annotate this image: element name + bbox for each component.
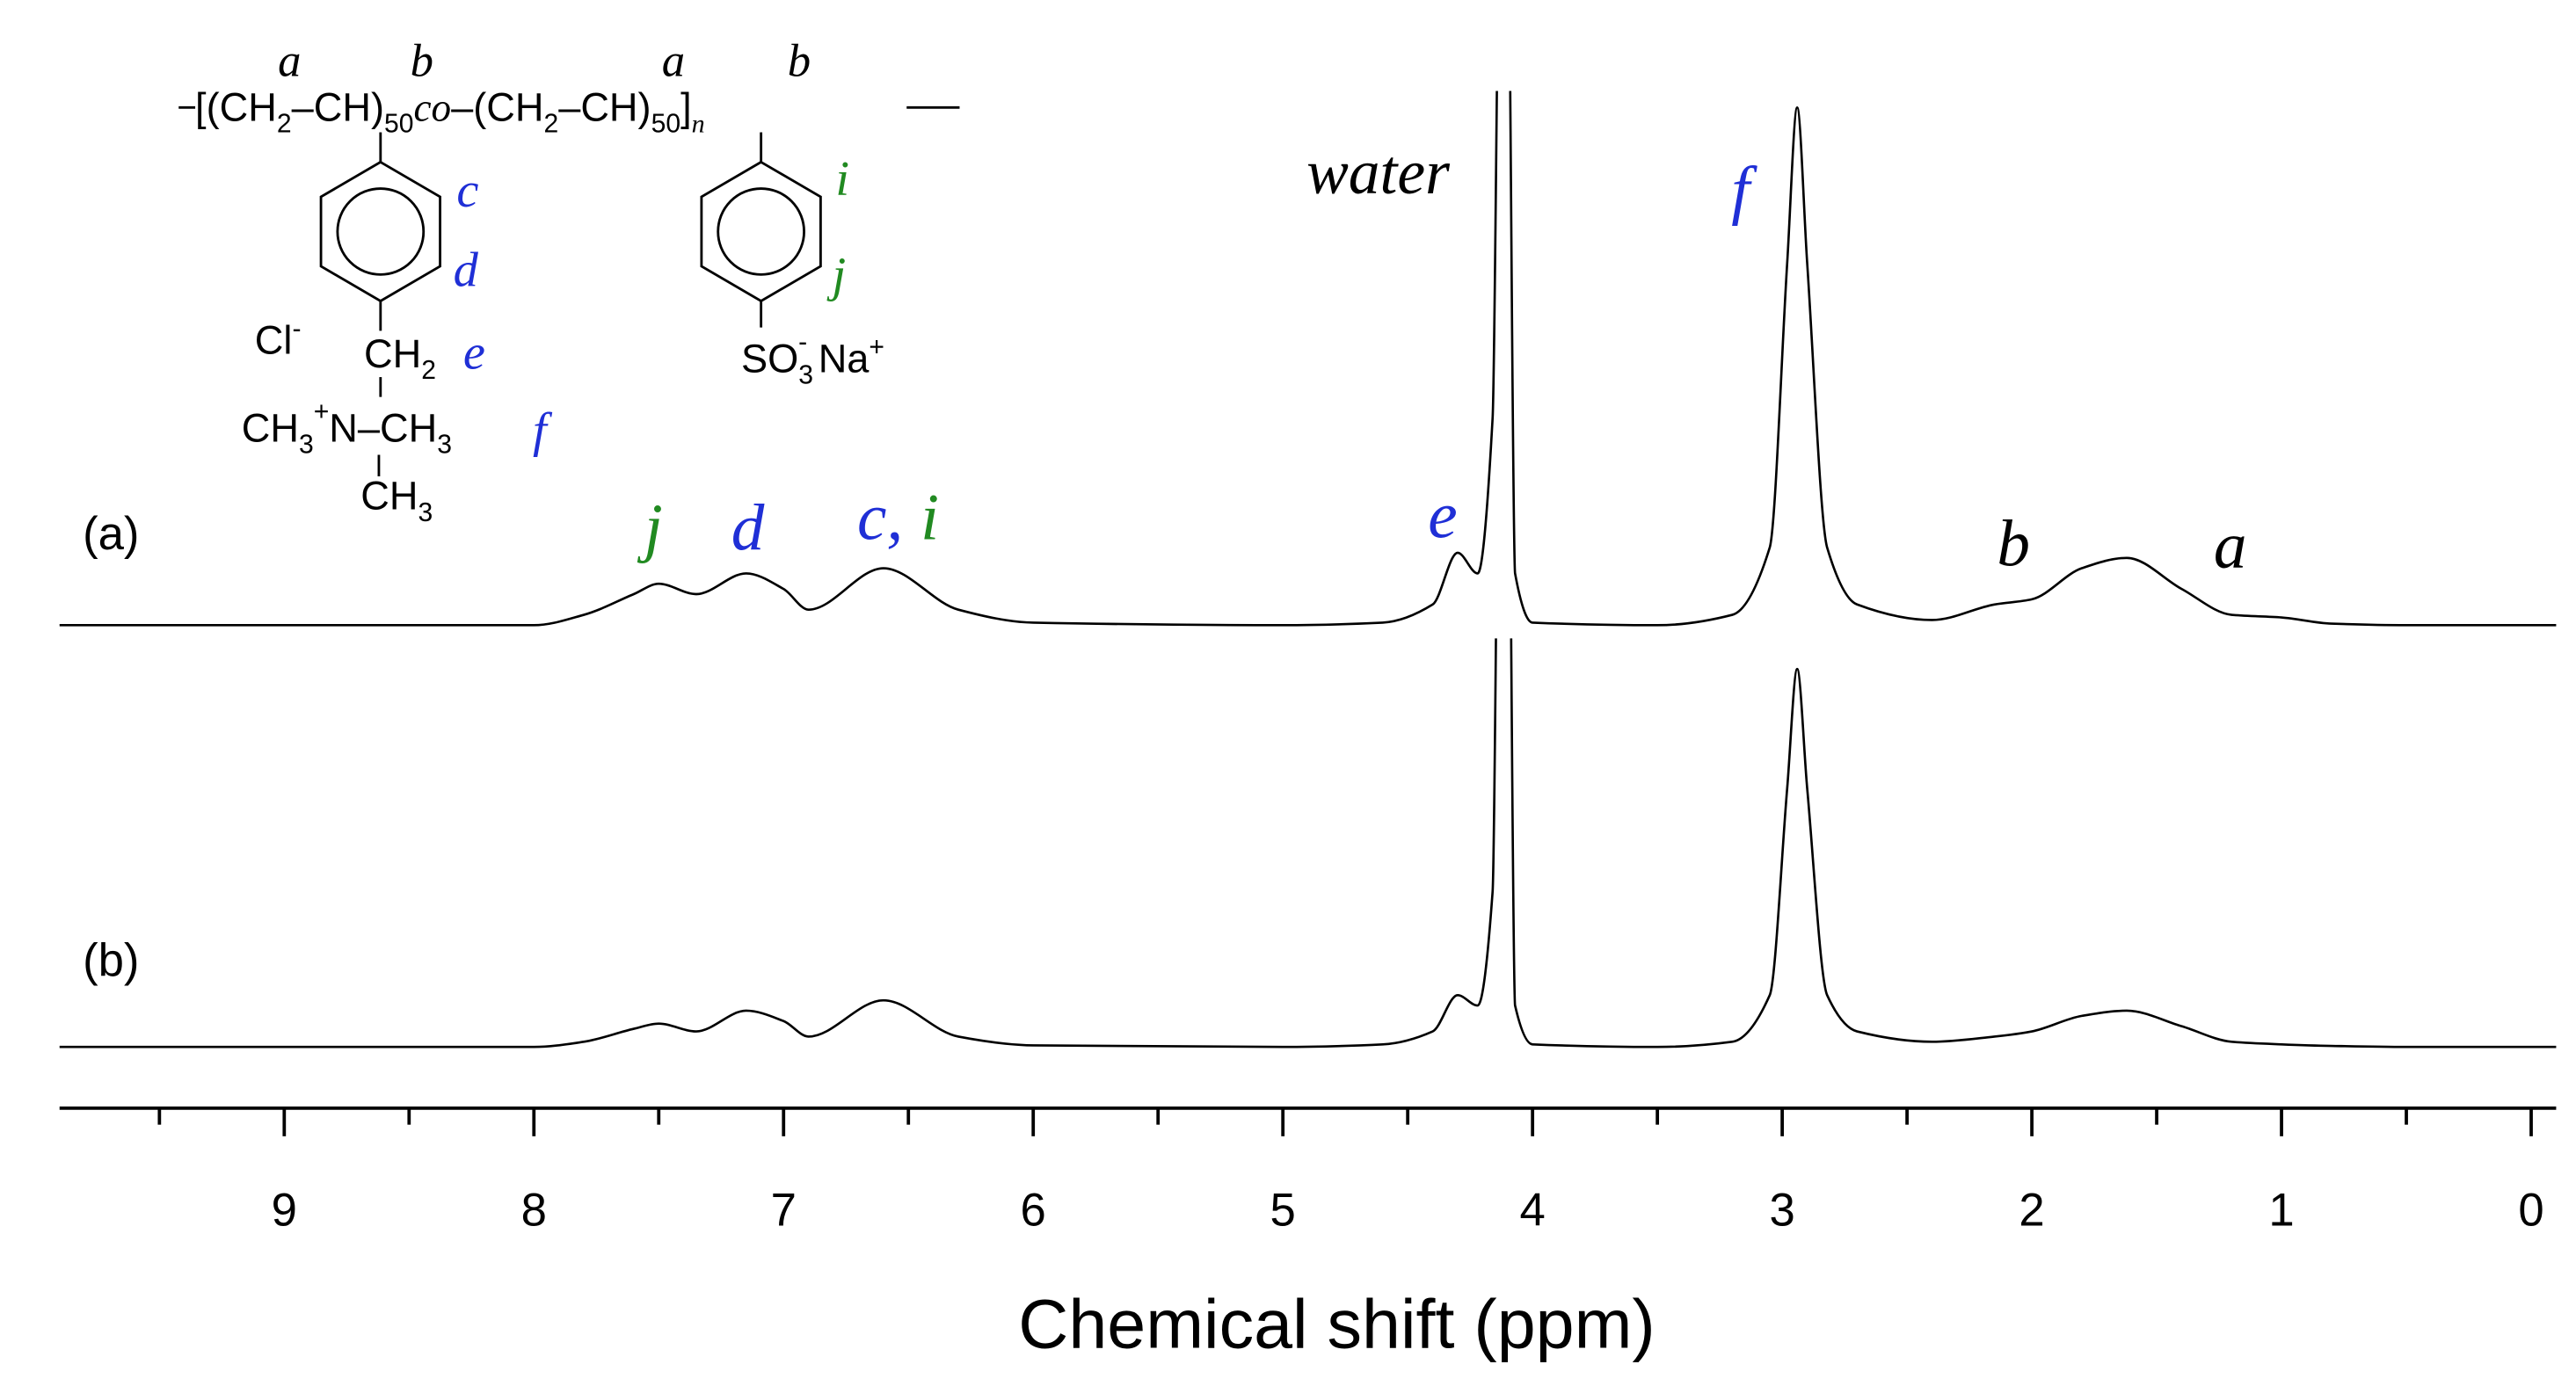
peak-label: a — [2214, 509, 2247, 582]
peak-label: b — [1997, 508, 2030, 581]
benzene-ring — [700, 160, 822, 303]
methylene-part: CH — [364, 331, 421, 376]
peak-label: f — [1731, 154, 1757, 227]
methylene: CH2 — [364, 331, 436, 385]
methylene-label: e — [463, 326, 485, 381]
structure: [(CH2–CH)50co–(CH2–CH)50]n a b a b c d C… — [178, 36, 960, 527]
subscript: 2 — [277, 110, 292, 139]
series-label: (b) — [83, 934, 139, 986]
spectrum-line — [59, 638, 2557, 1049]
series-label: (a) — [83, 508, 139, 560]
spectrum-line — [59, 91, 2557, 627]
x-tick-label: 4 — [1519, 1184, 1545, 1236]
subscript: 3 — [798, 361, 813, 390]
backbone-part: co — [413, 85, 451, 129]
ring-label: i — [835, 152, 849, 207]
backbone-part: [(CH — [195, 84, 277, 129]
carbon-label: a — [278, 36, 301, 87]
ammonium-part: –CH — [358, 405, 437, 450]
peak-label: i — [921, 481, 939, 554]
x-tick-label: 1 — [2268, 1184, 2294, 1236]
ring-label: c — [456, 163, 478, 218]
ring-label: d — [454, 243, 479, 298]
aromatic-circle — [717, 187, 805, 276]
x-tick-label: 0 — [2518, 1184, 2543, 1236]
spectrum — [59, 638, 2557, 1049]
peak-label: j — [637, 491, 663, 564]
x-tick-label: 6 — [1021, 1184, 1046, 1236]
x-tick-label: 5 — [1270, 1184, 1296, 1236]
carbon-label: b — [411, 36, 433, 87]
ammonium-part: N — [329, 405, 358, 450]
x-axis-title: Chemical shift (ppm) — [1018, 1285, 1655, 1363]
x-tick-label: 7 — [771, 1184, 797, 1236]
charge: + — [314, 397, 330, 426]
charge: + — [869, 333, 884, 362]
methyl-part: CH — [360, 474, 418, 519]
x-tick-label: 8 — [521, 1184, 547, 1236]
charge: - — [798, 328, 807, 357]
benzene-ring — [319, 160, 441, 303]
peak-label: c, — [857, 481, 903, 554]
counter-ion-symbol: Cl — [255, 318, 293, 363]
subscript: 2 — [543, 110, 558, 139]
backbone-part: –(CH — [451, 84, 543, 129]
sulfonate-part: SO — [741, 336, 798, 381]
sulfonate-part: Na — [807, 336, 870, 381]
aromatic-circle — [336, 187, 426, 276]
subscript: 50 — [384, 110, 413, 139]
ammonium-part: CH — [242, 405, 299, 450]
backbone: [(CH2–CH)50co–(CH2–CH)50]n — [195, 84, 705, 138]
ammonium: CH3+N–CH3 — [242, 397, 452, 460]
x-tick-label: 9 — [272, 1184, 297, 1236]
carbon-label: a — [662, 36, 685, 87]
backbone-part: –CH) — [558, 84, 651, 129]
subscript: 2 — [421, 356, 436, 385]
x-tick-label: 2 — [2019, 1184, 2044, 1236]
subscript: 50 — [651, 110, 680, 139]
peak-label: water — [1306, 138, 1451, 207]
counter-ion: Cl- — [255, 315, 302, 363]
backbone-part: ] — [680, 84, 692, 129]
spectrum — [59, 91, 2557, 627]
ring-label: j — [826, 248, 847, 302]
peak-label: d — [731, 491, 765, 564]
subscript: 3 — [418, 498, 433, 527]
subscript: 3 — [437, 431, 452, 460]
charge: - — [292, 315, 301, 344]
methyl-bottom: CH3 — [360, 474, 433, 527]
x-tick-label: 3 — [1769, 1184, 1794, 1236]
subscript: 3 — [299, 431, 314, 460]
carbon-label: b — [788, 36, 811, 87]
peak-label: e — [1428, 480, 1457, 553]
methyl-label: f — [533, 403, 553, 458]
subscript: n — [692, 109, 705, 139]
backbone-part: –CH) — [292, 84, 384, 129]
sulfonate: SO3 - Na+ — [741, 328, 884, 390]
